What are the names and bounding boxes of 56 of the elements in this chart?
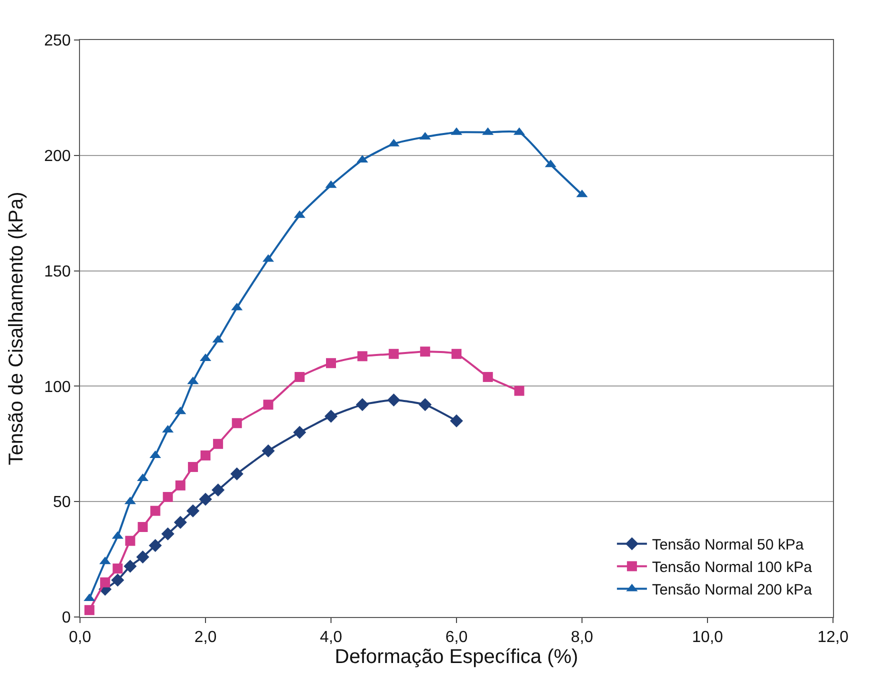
point	[136, 550, 150, 564]
legend-label: Tensão Normal 50 kPa	[652, 536, 804, 554]
y-tick-label: 200	[44, 148, 71, 165]
legend-label: Tensão Normal 100 kPa	[652, 559, 813, 576]
point	[213, 438, 224, 449]
x-tick-label: 2,0	[194, 629, 217, 646]
y-tick-label: 150	[44, 263, 71, 280]
point	[450, 414, 463, 428]
point	[232, 418, 242, 428]
point	[150, 506, 160, 516]
x-tick-label: 8,0	[570, 629, 594, 646]
point	[138, 522, 148, 532]
point	[175, 480, 186, 490]
x-tick-label: 12,0	[817, 629, 849, 646]
point	[230, 467, 244, 480]
x-axis-title: Deformação Específica (%)	[334, 646, 578, 668]
y-tick-label: 100	[44, 378, 71, 396]
point	[387, 394, 400, 407]
x-tick-label: 6,0	[445, 629, 468, 646]
point	[84, 605, 94, 616]
point	[262, 444, 275, 458]
point	[420, 346, 430, 357]
point	[514, 386, 524, 396]
point	[124, 560, 137, 573]
x-tick-label: 4,0	[320, 629, 342, 646]
point	[324, 410, 338, 423]
y-tick-label: 0	[62, 610, 71, 627]
point	[418, 398, 432, 412]
point	[293, 426, 306, 439]
y-tick-label: 250	[44, 32, 71, 50]
point	[212, 484, 225, 497]
point	[200, 450, 210, 460]
point	[100, 577, 110, 588]
point	[294, 372, 305, 382]
point	[186, 504, 200, 518]
point	[388, 348, 399, 359]
point	[188, 462, 198, 472]
point	[148, 538, 162, 552]
point	[356, 398, 369, 412]
point	[263, 400, 274, 410]
point	[174, 516, 187, 529]
y-tick-label: 50	[53, 494, 71, 512]
point	[357, 351, 368, 362]
point	[326, 358, 336, 368]
point	[111, 574, 124, 587]
point	[125, 536, 136, 546]
point	[452, 348, 462, 359]
legend-label: Tensão Normal 200 kPa	[652, 582, 813, 599]
point	[162, 492, 173, 502]
point	[161, 527, 174, 540]
y-axis-title: Tensão de Cisalhamento (kPa)	[6, 192, 28, 466]
point	[199, 492, 212, 506]
x-tick-label: 10,0	[692, 629, 724, 646]
x-tick-label: 0,0	[68, 629, 92, 646]
point	[112, 564, 123, 574]
point	[482, 372, 493, 382]
